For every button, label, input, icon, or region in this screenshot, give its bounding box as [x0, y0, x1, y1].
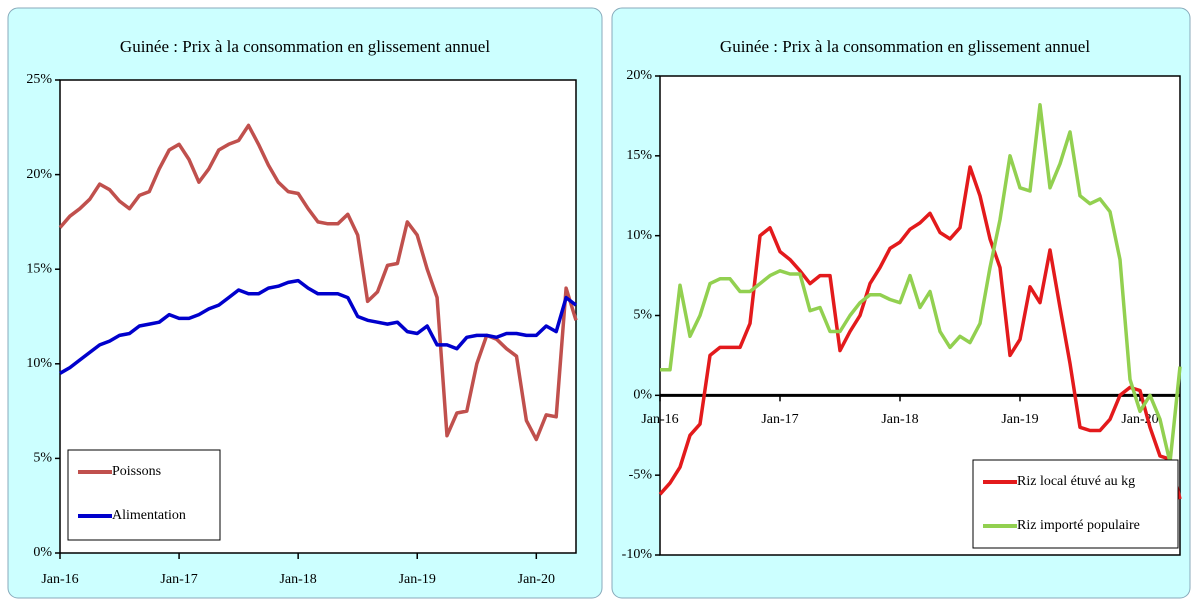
x-tick-label: Jan-18 — [279, 572, 316, 587]
legend-label: Poissons — [112, 464, 161, 479]
legend-box — [972, 459, 1179, 549]
y-tick-label: 15% — [626, 148, 652, 163]
x-tick-label: Jan-17 — [160, 572, 197, 587]
y-tick-label: -5% — [629, 467, 653, 482]
legend-box — [67, 449, 221, 541]
chart-title: Guinée : Prix à la consommation en gliss… — [120, 37, 490, 56]
y-tick-label: 25% — [26, 72, 52, 87]
y-tick-label: -10% — [622, 547, 653, 562]
series-line — [59, 278, 578, 375]
x-tick-label: Jan-20 — [1121, 412, 1158, 427]
y-tick-label: 10% — [26, 356, 52, 371]
x-tick-label: Jan-19 — [399, 572, 436, 587]
x-tick-label: Jan-18 — [881, 412, 918, 427]
x-tick-label: Jan-16 — [41, 572, 78, 587]
legend-label: Riz local étuvé au kg — [1017, 474, 1135, 489]
series-line — [658, 165, 1182, 500]
y-tick-label: 10% — [626, 228, 652, 243]
x-tick-label: Jan-20 — [518, 572, 555, 587]
legend-label: Riz importé populaire — [1017, 518, 1140, 533]
y-tick-label: 5% — [33, 451, 52, 466]
y-tick-label: 0% — [33, 545, 52, 560]
y-tick-label: 0% — [633, 388, 652, 403]
y-tick-label: 15% — [26, 261, 52, 276]
series-line — [660, 102, 1182, 465]
y-tick-label: 20% — [26, 167, 52, 182]
y-tick-label: 5% — [633, 308, 652, 323]
x-tick-label: Jan-16 — [641, 412, 678, 427]
chart-title: Guinée : Prix à la consommation en gliss… — [720, 37, 1090, 56]
x-tick-label: Jan-17 — [761, 412, 798, 427]
legend-label: Alimentation — [112, 508, 186, 523]
y-tick-label: 20% — [626, 68, 652, 83]
x-tick-label: Jan-19 — [1001, 412, 1038, 427]
